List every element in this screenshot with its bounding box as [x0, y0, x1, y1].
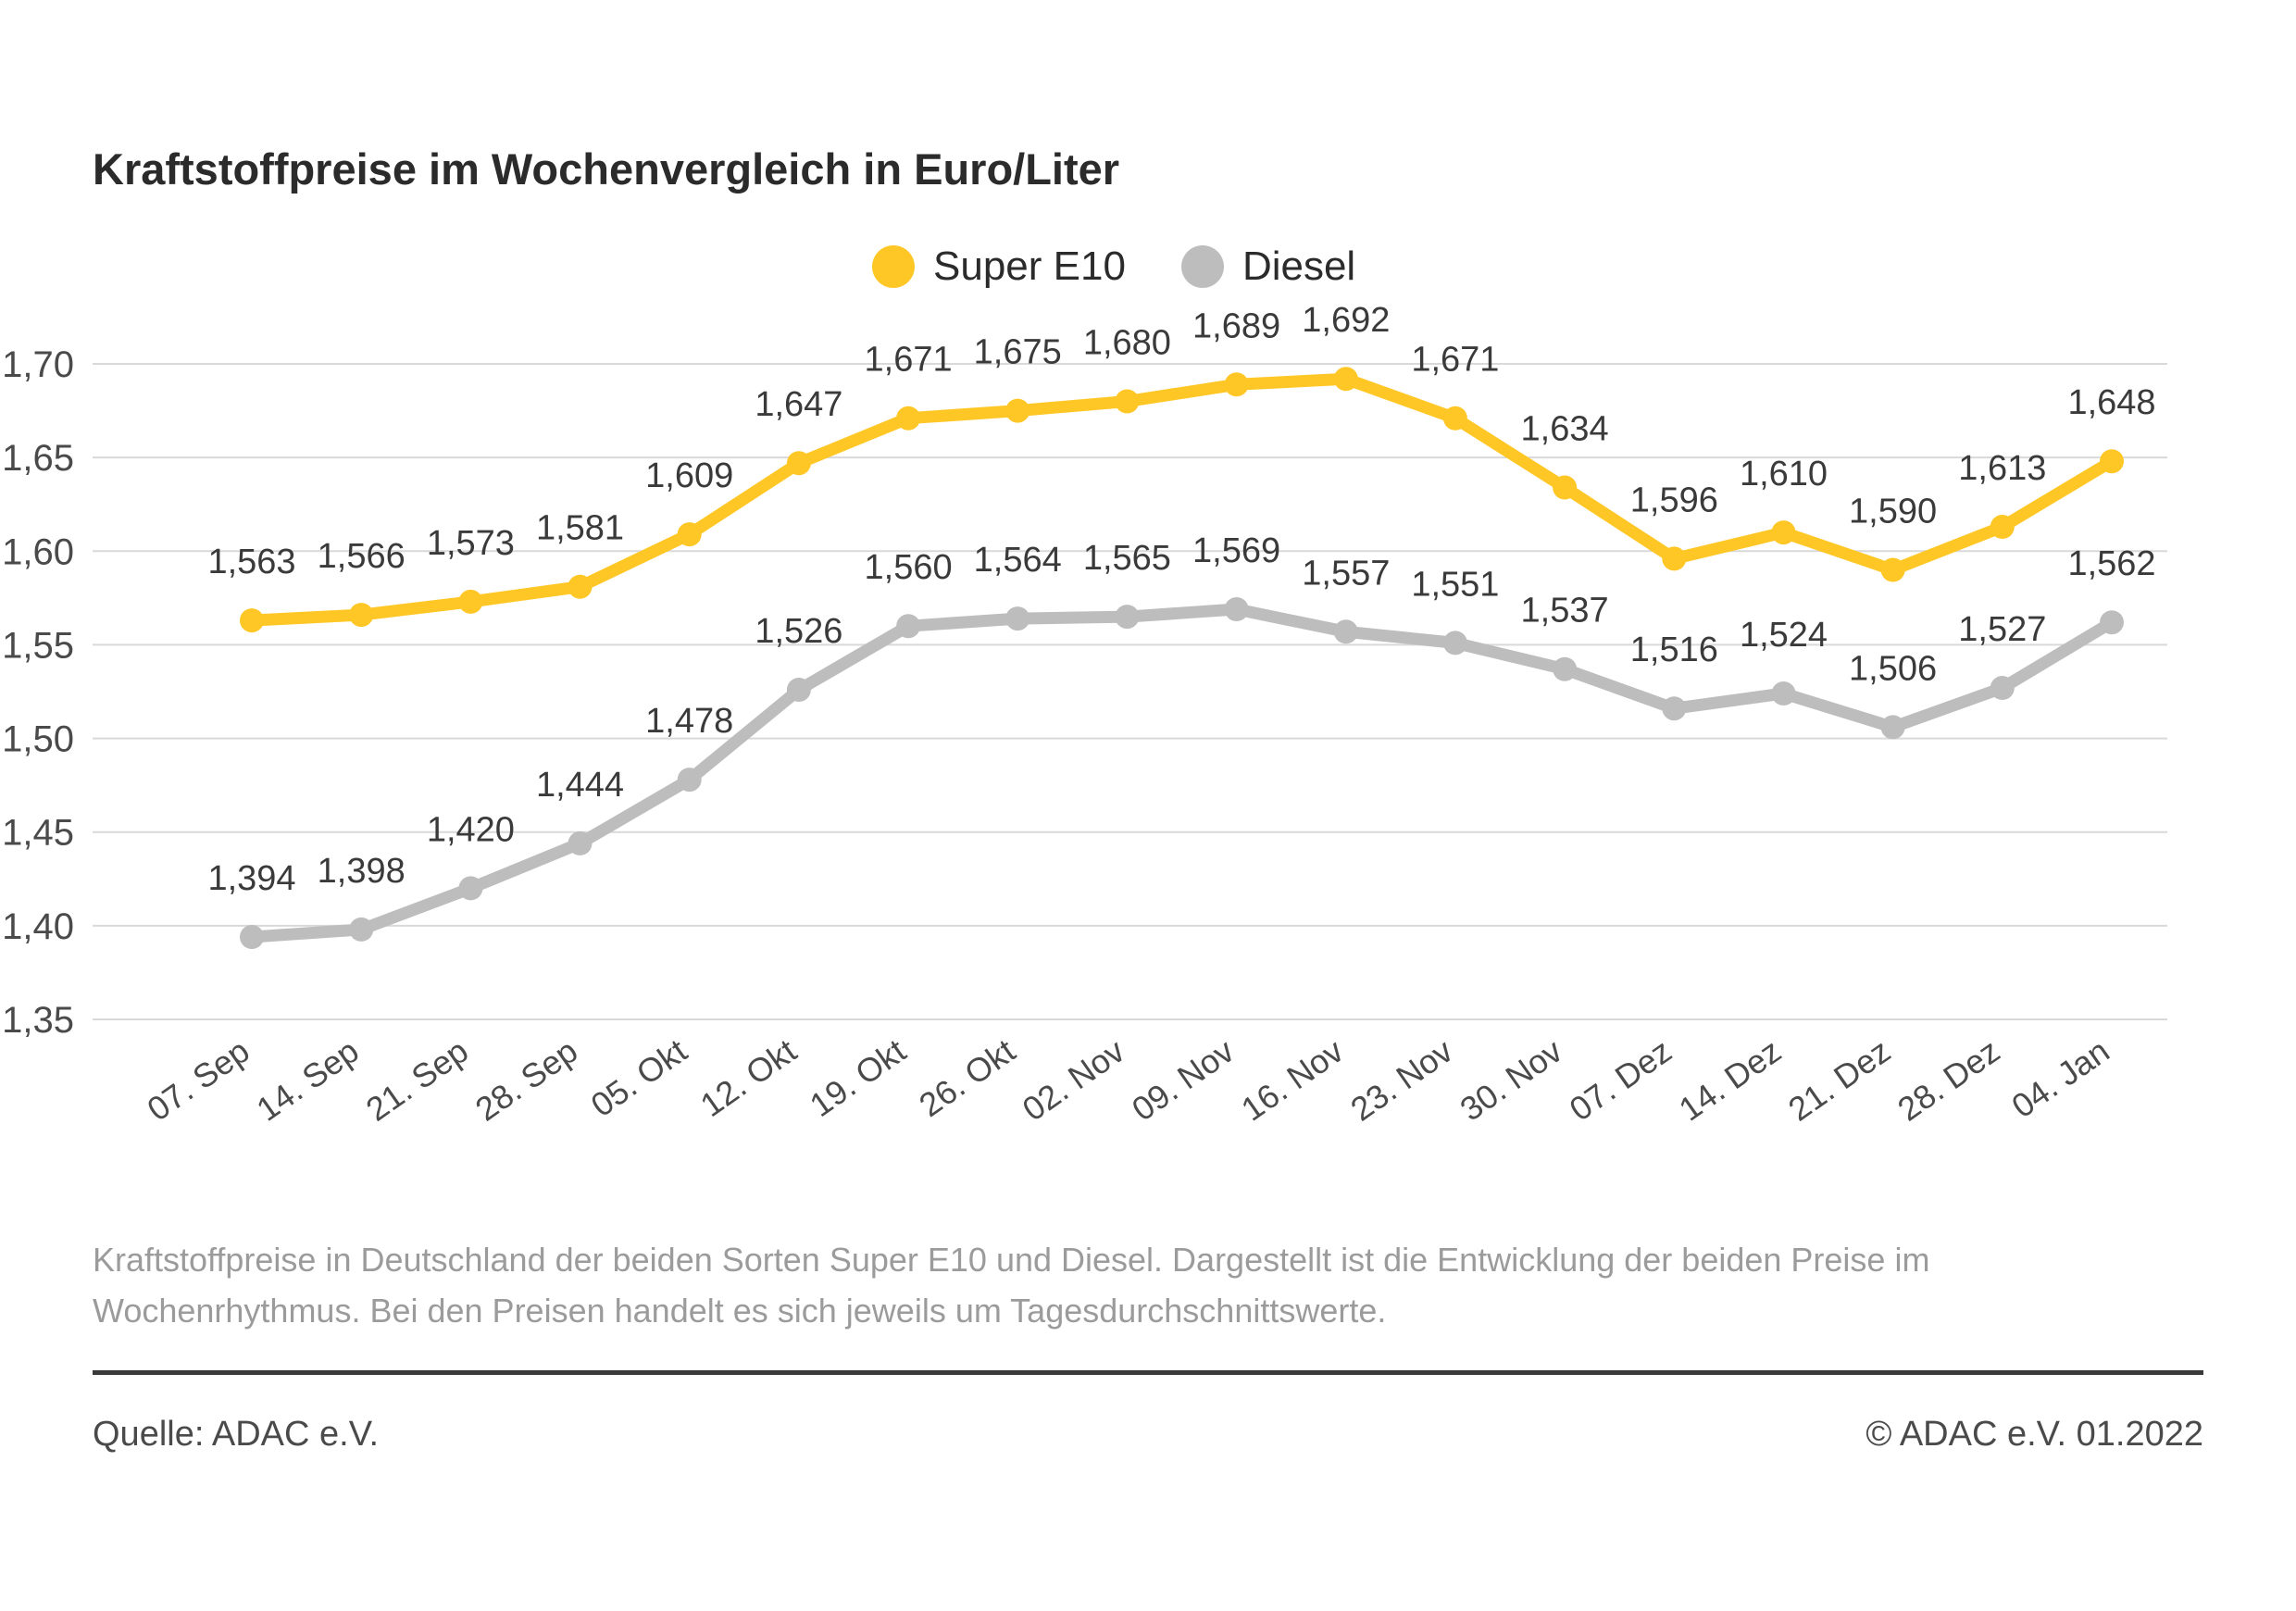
svg-text:1,516: 1,516 [1630, 631, 1718, 669]
svg-text:1,537: 1,537 [1521, 592, 1609, 631]
svg-text:16. Nov: 16. Nov [1234, 1031, 1350, 1129]
svg-text:21. Sep: 21. Sep [359, 1031, 475, 1129]
svg-text:1,551: 1,551 [1411, 565, 1499, 604]
svg-text:1,610: 1,610 [1740, 455, 1828, 493]
svg-text:1,613: 1,613 [1958, 449, 2046, 488]
svg-text:1,648: 1,648 [2067, 383, 2155, 422]
svg-text:14. Dez: 14. Dez [1672, 1031, 1788, 1129]
svg-text:1,671: 1,671 [1411, 341, 1499, 380]
svg-text:05. Okt: 05. Okt [584, 1031, 694, 1124]
svg-text:1,565: 1,565 [1083, 539, 1171, 578]
svg-text:1,35: 1,35 [2, 1000, 74, 1041]
svg-text:1,590: 1,590 [1849, 493, 1937, 531]
svg-text:1,420: 1,420 [427, 810, 515, 849]
svg-text:07. Dez: 07. Dez [1563, 1031, 1678, 1129]
svg-text:26. Okt: 26. Okt [912, 1031, 1022, 1124]
svg-text:1,566: 1,566 [318, 537, 406, 576]
svg-text:1,581: 1,581 [536, 509, 624, 548]
svg-text:14. Sep: 14. Sep [250, 1031, 366, 1129]
svg-text:1,444: 1,444 [536, 766, 624, 805]
svg-text:1,692: 1,692 [1302, 301, 1390, 340]
svg-text:1,527: 1,527 [1958, 610, 2046, 649]
svg-text:1,55: 1,55 [2, 625, 74, 666]
svg-text:19. Okt: 19. Okt [803, 1031, 913, 1124]
svg-text:23. Nov: 23. Nov [1343, 1031, 1459, 1129]
svg-text:1,40: 1,40 [2, 906, 74, 947]
svg-text:21. Dez: 21. Dez [1781, 1031, 1897, 1129]
svg-text:1,526: 1,526 [755, 612, 842, 651]
svg-text:1,65: 1,65 [2, 438, 74, 479]
svg-text:04. Jan: 04. Jan [2004, 1031, 2115, 1125]
svg-text:1,70: 1,70 [2, 344, 74, 385]
svg-text:30. Nov: 30. Nov [1454, 1031, 1569, 1129]
svg-text:1,689: 1,689 [1192, 306, 1280, 345]
svg-text:07. Sep: 07. Sep [140, 1031, 256, 1129]
svg-text:1,573: 1,573 [427, 524, 515, 563]
svg-text:28. Dez: 28. Dez [1890, 1031, 2006, 1129]
svg-text:1,478: 1,478 [645, 702, 733, 741]
svg-text:1,671: 1,671 [865, 341, 953, 380]
svg-text:1,557: 1,557 [1302, 554, 1390, 593]
svg-text:1,50: 1,50 [2, 719, 74, 760]
svg-text:1,680: 1,680 [1083, 324, 1171, 363]
svg-text:1,60: 1,60 [2, 531, 74, 572]
svg-text:09. Nov: 09. Nov [1125, 1031, 1241, 1129]
svg-text:1,647: 1,647 [755, 385, 842, 424]
svg-text:1,634: 1,634 [1521, 410, 1609, 449]
svg-text:12. Okt: 12. Okt [693, 1031, 804, 1124]
svg-text:1,398: 1,398 [318, 852, 406, 891]
svg-text:1,45: 1,45 [2, 813, 74, 854]
svg-text:02. Nov: 02. Nov [1016, 1031, 1131, 1129]
svg-text:1,562: 1,562 [2067, 544, 2155, 583]
svg-text:1,560: 1,560 [865, 548, 953, 587]
svg-text:28. Sep: 28. Sep [468, 1031, 584, 1129]
svg-text:1,609: 1,609 [645, 456, 733, 495]
svg-text:1,569: 1,569 [1192, 531, 1280, 570]
svg-text:1,675: 1,675 [974, 333, 1062, 372]
svg-text:1,524: 1,524 [1740, 616, 1828, 655]
svg-text:1,394: 1,394 [207, 859, 295, 898]
svg-text:1,506: 1,506 [1849, 649, 1937, 688]
svg-text:1,563: 1,563 [207, 543, 295, 581]
svg-text:1,564: 1,564 [974, 541, 1062, 580]
svg-text:1,596: 1,596 [1630, 481, 1718, 519]
